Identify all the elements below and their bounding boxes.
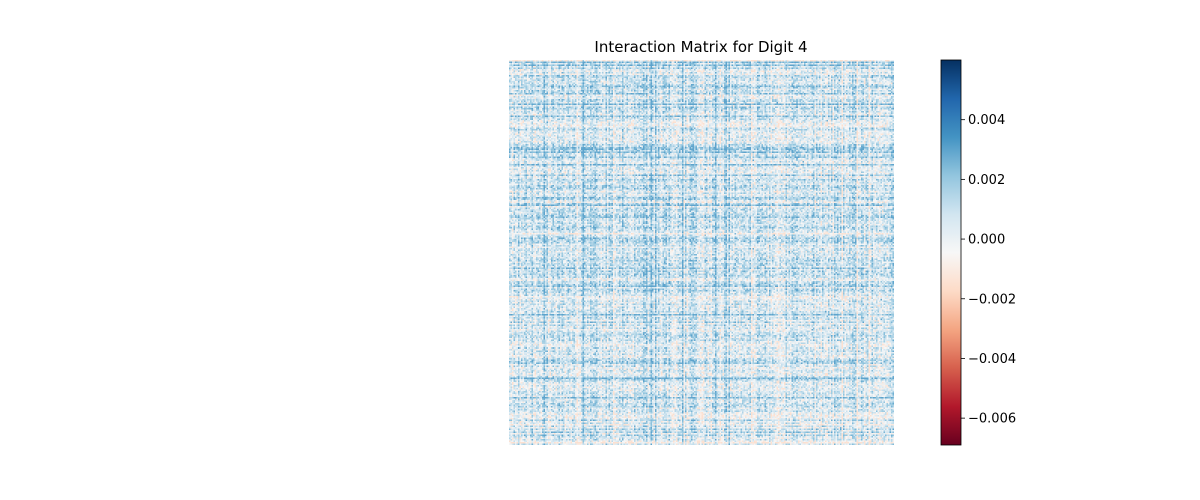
colorbar-tick-label: 0.002: [968, 173, 1005, 188]
colorbar-tick-label: 0.004: [968, 113, 1005, 128]
colorbar: 0.004 0.002 0.000 −0.002 −0.004 −0.006: [940, 59, 1016, 446]
colorbar-gradient: [941, 60, 961, 445]
heatmap-area: [509, 60, 894, 445]
chart-title: Interaction Matrix for Digit 4: [594, 38, 807, 56]
heatmap-image: [509, 60, 894, 445]
colorbar-tick-label: −0.006: [968, 412, 1016, 427]
colorbar-tick-label: −0.004: [968, 352, 1016, 367]
colorbar-frame: [940, 59, 962, 446]
colorbar-ticks: 0.004 0.002 0.000 −0.002 −0.004 −0.006: [961, 113, 1016, 427]
colorbar-tick-label: 0.000: [968, 233, 1005, 248]
colorbar-tick-label: −0.002: [968, 292, 1016, 307]
